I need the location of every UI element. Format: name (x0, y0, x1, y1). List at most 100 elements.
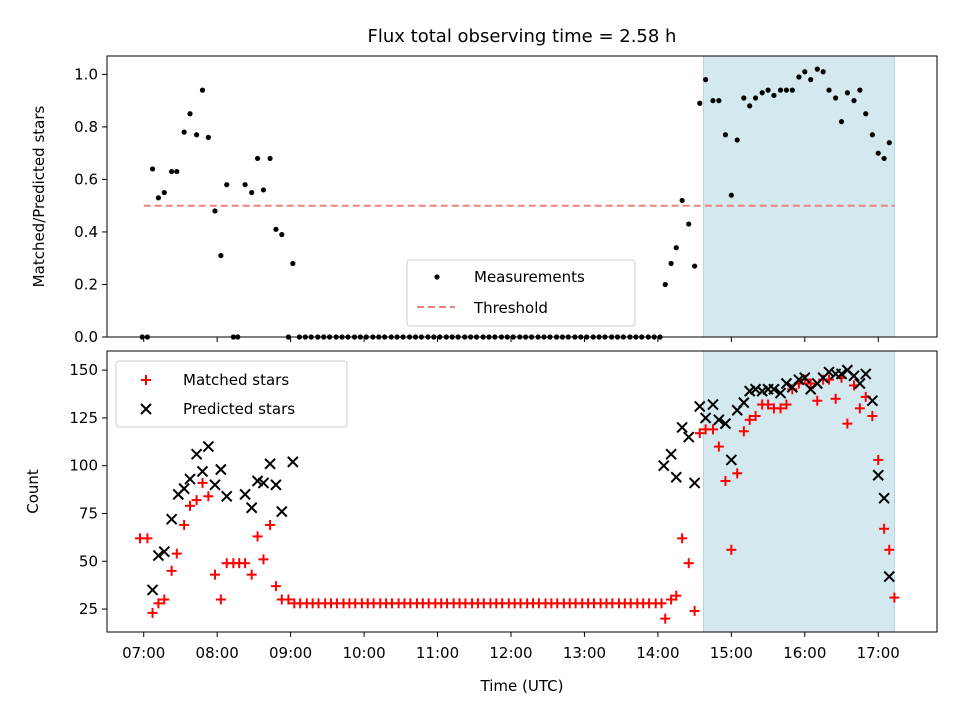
measurement-point (181, 129, 187, 135)
matched-star-point (656, 598, 667, 609)
predicted-star-point (878, 492, 890, 504)
predicted-star-point (257, 477, 270, 489)
measurement-point (722, 132, 729, 138)
measurement-point (242, 182, 248, 188)
measurement-point (205, 134, 211, 141)
predicted-star-point (768, 383, 780, 395)
top-observing-window-shading (702, 55, 895, 338)
measurement-point (771, 92, 777, 98)
measurement-point (224, 182, 230, 188)
y-tick-label: 25 (79, 600, 98, 618)
bottom-legend: Matched stars Predicted stars (115, 360, 348, 428)
y-tick-label: 75 (79, 504, 98, 522)
matched-star-point (879, 523, 890, 534)
measurement-point (734, 137, 740, 143)
predicted-star-point (165, 513, 178, 525)
predicted-star-point (699, 412, 712, 424)
measurement-point (673, 245, 679, 251)
matched-star-point (726, 544, 737, 555)
matched-star-point (265, 519, 276, 530)
measurement-point (187, 111, 193, 117)
measurement-point (814, 66, 820, 72)
predicted-star-point (245, 502, 258, 514)
bottom-legend-box (115, 360, 348, 428)
matched-star-point (171, 548, 182, 559)
x-tick-label: 11:00 (416, 644, 459, 662)
predicted-star-point (665, 448, 677, 460)
legend-matched-label: Matched stars (183, 371, 289, 389)
measurement-point (679, 197, 685, 204)
measurement-point (254, 155, 261, 162)
predicted-star-point (835, 368, 848, 380)
measurement-point (808, 77, 814, 83)
matched-star-point (763, 399, 774, 410)
predicted-star-point (239, 488, 251, 501)
predicted-star-point (694, 400, 706, 413)
measurement-point (844, 90, 850, 96)
matched-star-point (787, 384, 798, 395)
legend-predicted-label: Predicted stars (183, 400, 295, 418)
measurement-point (279, 231, 285, 238)
matched-star-point (215, 594, 226, 605)
y-tick-label: 0.4 (74, 223, 98, 241)
measurement-point (692, 263, 698, 269)
predicted-star-point (178, 482, 190, 495)
matched-star-point (209, 569, 220, 580)
matched-star-point (179, 519, 190, 530)
predicted-star-point (872, 469, 884, 481)
x-tick-label: 14:00 (636, 644, 679, 662)
measurement-point (863, 111, 869, 117)
top-y-axis: 0.0 0.2 0.4 0.6 0.8 1.0 (74, 65, 107, 346)
x-tick-label: 08:00 (196, 644, 239, 662)
x-tick-label: 17:00 (857, 644, 900, 662)
x-tick-label: 13:00 (563, 644, 606, 662)
matched-star-point (689, 605, 700, 616)
measurement-point (851, 98, 857, 104)
top-legend: Measurements Threshold (406, 259, 636, 327)
matched-star-point (660, 613, 671, 624)
matched-star-point (191, 495, 202, 506)
predicted-star-point (725, 454, 738, 466)
measurement-point (881, 155, 887, 162)
top-axes-frame (106, 55, 938, 338)
measurement-point (820, 69, 826, 75)
measurement-point (796, 74, 802, 80)
y-tick-label: 0.2 (74, 275, 98, 293)
measurement-point (710, 98, 716, 104)
matched-star-point (775, 403, 786, 414)
predicted-star-point (658, 459, 670, 472)
matched-star-point (812, 395, 823, 406)
predicted-star-point (688, 477, 701, 489)
y-tick-label: 150 (69, 361, 98, 379)
x-tick-label: 09:00 (269, 644, 312, 662)
predicted-star-point (683, 431, 695, 443)
matched-star-point (884, 544, 895, 555)
legend-predicted-marker (140, 403, 152, 415)
predicted-star-point (707, 398, 719, 411)
matched-star-point (867, 410, 878, 421)
measurement-point (218, 252, 224, 259)
matched-star-point (153, 598, 164, 609)
x-tick-label: 10:00 (342, 644, 385, 662)
matched-star-point (671, 590, 682, 601)
measurement-point (273, 226, 279, 232)
predicted-star-point (860, 368, 872, 380)
predicted-star-point (749, 383, 762, 395)
measurement-point (174, 168, 180, 175)
matched-star-point (713, 441, 724, 452)
x-tick-label: 07:00 (122, 644, 165, 662)
measurement-point (747, 103, 753, 109)
x-tick-label: 15:00 (710, 644, 753, 662)
measurement-point (759, 90, 765, 96)
predicted-star-point (202, 440, 215, 453)
measurement-point (838, 119, 845, 125)
predicted-star-point (866, 394, 879, 407)
matched-star-point (197, 477, 208, 488)
measurement-point (290, 260, 296, 267)
measurement-point (857, 87, 863, 93)
matched-star-point (873, 454, 884, 465)
x-tick-label: 16:00 (783, 644, 826, 662)
matched-star-point (258, 554, 269, 565)
matched-star-point (694, 428, 705, 439)
predicted-star-point (676, 421, 688, 434)
